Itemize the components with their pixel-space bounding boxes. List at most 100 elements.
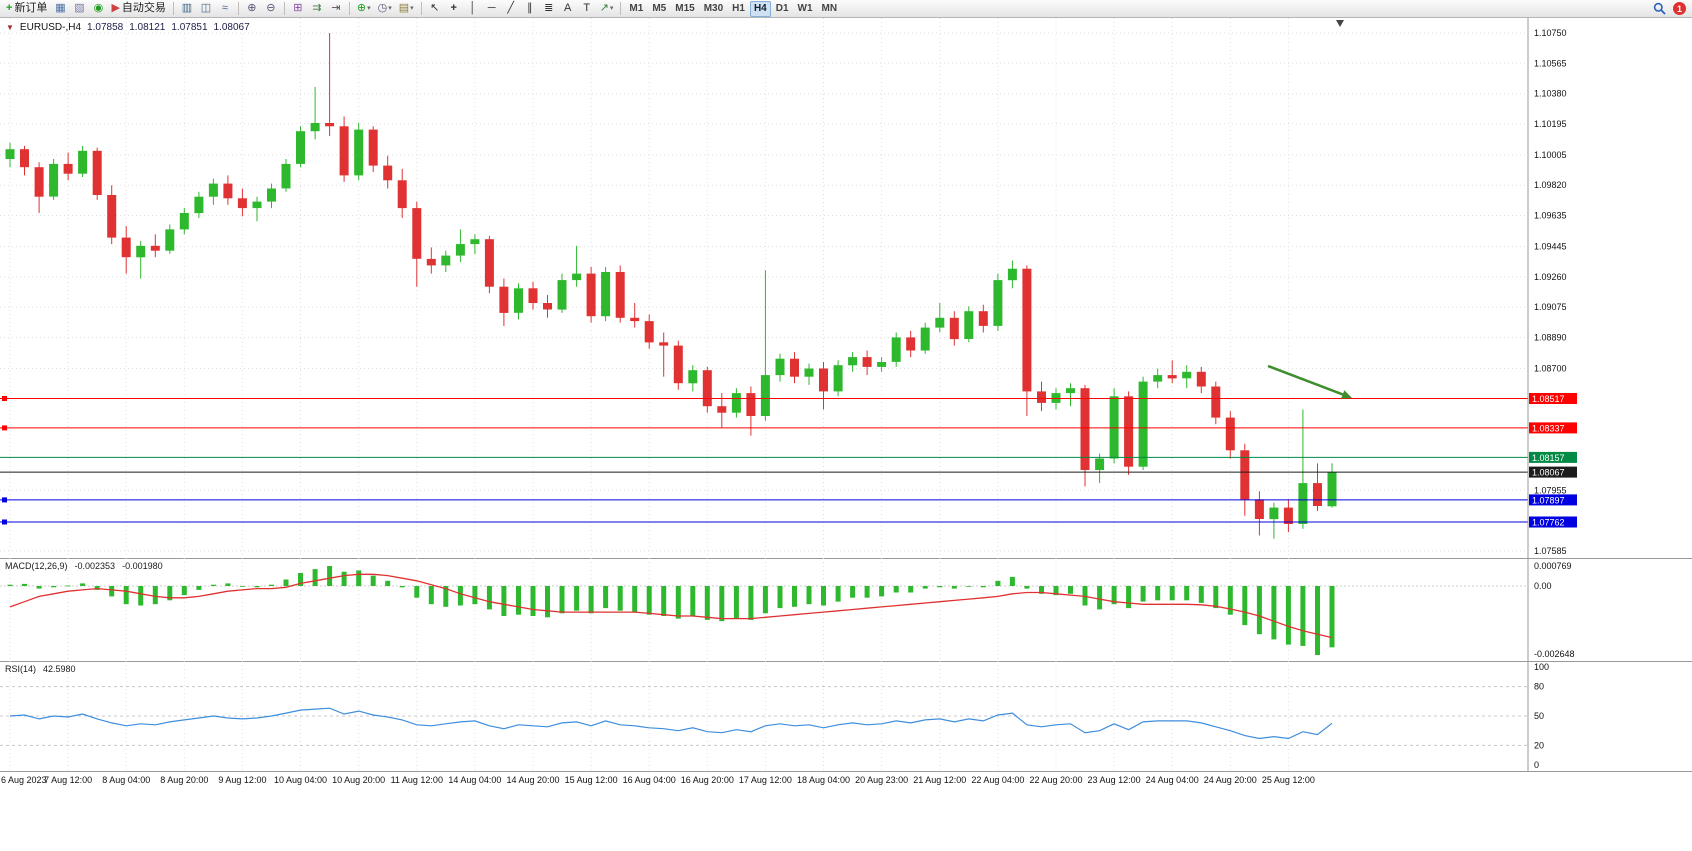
chart-shift-button[interactable]: ⇥ — [327, 1, 345, 17]
time-axis-label: 20 Aug 23:00 — [855, 775, 909, 785]
trendline-button[interactable]: ╱ — [502, 1, 520, 17]
price-line-tags: 1.08517 1.08337 1.08157 1.08067 1.07897 1.077… — [1529, 393, 1577, 528]
time-axis-label: 8 Aug 20:00 — [160, 775, 209, 785]
rsi-canvas[interactable]: 100 80 50 20 0 — [0, 661, 1692, 771]
timeframe-m15-button[interactable]: M15 — [675, 2, 695, 14]
svg-text:1.09260: 1.09260 — [1534, 272, 1567, 282]
zoom-out-button[interactable]: ⊖ — [262, 1, 280, 17]
timeframe-mn-button[interactable]: MN — [821, 2, 838, 14]
charts-button[interactable]: ▦ — [51, 1, 69, 17]
svg-text:1.07585: 1.07585 — [1534, 546, 1567, 556]
toolbar-right: 1 — [1650, 1, 1689, 17]
timeframe-d1-button[interactable]: D1 — [775, 2, 789, 14]
time-axis-label: 14 Aug 04:00 — [448, 775, 502, 785]
zoom-in-icon: ⊕ — [247, 2, 257, 14]
svg-text:0: 0 — [1534, 760, 1539, 770]
macd-canvas[interactable]: 0.000769 0.00 -0.002648 — [0, 558, 1692, 661]
svg-text:1.07897: 1.07897 — [1532, 495, 1565, 505]
chart-shift-icon: ⇥ — [331, 2, 341, 14]
chart-shift-marker[interactable] — [1336, 20, 1344, 27]
rsi-header: RSI(14) 42.5980 — [5, 664, 76, 674]
auto-scroll-icon: ⇉ — [312, 2, 322, 14]
main-chart-canvas[interactable]: 1.10750 1.10565 1.10380 1.10195 1.10005 1.098… — [0, 18, 1692, 558]
horizontal-line-icon: ─ — [487, 2, 496, 14]
cursor-button[interactable]: ↖ — [426, 1, 444, 17]
chart-line-button[interactable]: ≈ — [216, 1, 234, 17]
text-button[interactable]: A — [559, 1, 577, 17]
new-order-button[interactable]: + 新订单 — [3, 1, 50, 17]
timeframe-w1-button[interactable]: W1 — [797, 2, 813, 14]
fibonacci-retracement-icon: ≣ — [544, 2, 554, 14]
fibonacci-retracement-button[interactable]: ≣ — [540, 1, 558, 17]
rsi-title: RSI(14) — [5, 664, 37, 674]
ohlc-open: 1.07858 — [87, 22, 124, 33]
timeframe-m1-button[interactable]: M1 — [629, 2, 644, 14]
add-indicator-button[interactable]: ⊕ ▾ — [354, 1, 374, 17]
time-axis-label: 24 Aug 04:00 — [1145, 775, 1199, 785]
periods-icon: ◷ — [377, 2, 388, 14]
autotrading-icon: ▶ — [111, 2, 120, 14]
rsi-line — [9, 707, 1333, 740]
equidistant-channel-icon: ∥ — [526, 2, 533, 14]
svg-text:80: 80 — [1534, 682, 1544, 692]
tile-windows-icon: ⊞ — [293, 2, 303, 14]
notifications-badge[interactable]: 1 — [1673, 2, 1686, 15]
time-axis-label: 22 Aug 20:00 — [1029, 775, 1083, 785]
profiles-button[interactable]: ▧ — [70, 1, 88, 17]
chart-bars-button[interactable]: ▥ — [178, 1, 196, 17]
time-axis-label: 10 Aug 20:00 — [332, 775, 386, 785]
search-icon — [1653, 2, 1666, 15]
arrows-button[interactable]: ↗ ▾ — [597, 1, 617, 17]
svg-text:1.10005: 1.10005 — [1534, 150, 1567, 160]
toolbar-separator — [172, 2, 174, 15]
market-watch-button[interactable]: ◉ — [89, 1, 107, 17]
timeframe-m5-button[interactable]: M5 — [652, 2, 667, 14]
horizontal-line-button[interactable]: ─ — [483, 1, 501, 17]
zoom-out-icon: ⊖ — [266, 2, 276, 14]
rsi-axis-labels: 100 80 50 20 0 — [1534, 662, 1549, 770]
time-axis-label: 8 Aug 04:00 — [102, 775, 151, 785]
timeframe-h1-button[interactable]: H1 — [732, 2, 745, 14]
vertical-line-button[interactable]: │ — [464, 1, 482, 17]
time-axis[interactable]: 6 Aug 2023 7 Aug 12:00 8 Aug 04:00 8 Aug 20… — [0, 771, 1692, 789]
time-axis-label: 10 Aug 04:00 — [274, 775, 328, 785]
svg-text:1.10565: 1.10565 — [1534, 58, 1567, 68]
time-axis-label: 18 Aug 04:00 — [797, 775, 851, 785]
new-order-icon: + — [6, 2, 13, 14]
zoom-in-button[interactable]: ⊕ — [243, 1, 261, 17]
new-order-label: 新订单 — [14, 2, 48, 14]
crosshair-button[interactable]: + — [445, 1, 463, 17]
macd-signal-value: -0.001980 — [122, 561, 163, 571]
vertical-line-icon: │ — [469, 2, 477, 14]
rsi-value: 42.5980 — [43, 664, 76, 674]
macd-signal-line — [9, 573, 1333, 639]
svg-text:1.09820: 1.09820 — [1534, 180, 1567, 190]
equidistant-channel-button[interactable]: ∥ — [521, 1, 539, 17]
trend-arrow-annotation[interactable] — [1267, 364, 1352, 399]
horizontal-level-lines[interactable] — [0, 396, 1528, 525]
chart-candlesticks-button[interactable]: ◫ — [197, 1, 215, 17]
price-axis-labels: 1.10750 1.10565 1.10380 1.10195 1.10005 1.098… — [1534, 28, 1567, 556]
arrows-icon: ↗ — [599, 2, 609, 14]
auto-scroll-button[interactable]: ⇉ — [308, 1, 326, 17]
autotrading-button[interactable]: ▶ 自动交易 — [108, 1, 168, 17]
dropdown-arrow-icon: ▾ — [388, 5, 392, 12]
timeframe-m30-button[interactable]: M30 — [703, 2, 724, 14]
text-label-button[interactable]: T — [578, 1, 596, 17]
macd-header: MACD(12,26,9) -0.002353 -0.001980 — [5, 561, 163, 571]
time-axis-label: 9 Aug 12:00 — [218, 775, 267, 785]
rsi-grid — [0, 661, 1528, 771]
templates-button[interactable]: ▤ ▾ — [396, 1, 417, 17]
time-axis-label: 6 Aug 2023 — [1, 775, 47, 785]
search-button[interactable] — [1650, 1, 1669, 17]
svg-text:1.07762: 1.07762 — [1532, 518, 1565, 528]
svg-text:1.08337: 1.08337 — [1532, 423, 1565, 433]
timeframe-h4-button[interactable]: H4 — [749, 0, 771, 17]
templates-icon: ▤ — [398, 2, 410, 14]
ohlc-low: 1.07851 — [171, 22, 208, 33]
svg-text:0.00: 0.00 — [1534, 581, 1552, 591]
tile-windows-button[interactable]: ⊞ — [289, 1, 307, 17]
symbol-dropdown-icon[interactable]: ▼ — [6, 23, 14, 32]
periods-button[interactable]: ◷ ▾ — [375, 1, 395, 17]
main-grid — [0, 18, 1528, 558]
